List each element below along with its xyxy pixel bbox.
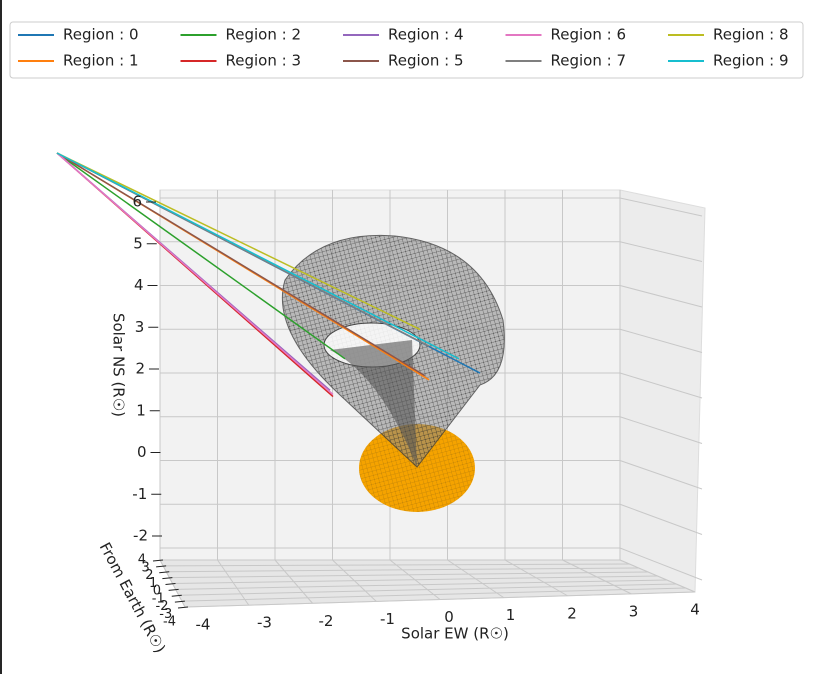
legend-label: Region : 0 <box>63 26 138 44</box>
z-tick-label: 2 <box>135 360 145 378</box>
z-tick-label: 5 <box>133 234 143 252</box>
legend-label: Region : 6 <box>551 26 626 44</box>
x-tick-label: 4 <box>690 601 700 619</box>
legend-label: Region : 8 <box>713 26 788 44</box>
legend-label: Region : 2 <box>226 26 301 44</box>
x-tick-label: 2 <box>567 604 577 622</box>
legend-label: Region : 7 <box>551 52 626 70</box>
x-axis-label: Solar EW (R☉) <box>401 625 509 643</box>
legend-label: Region : 3 <box>226 52 301 70</box>
x-tick-label: 0 <box>444 608 454 626</box>
side-pane <box>620 190 705 592</box>
legend-label: Region : 1 <box>63 52 138 70</box>
x-tick-label: -1 <box>380 610 395 628</box>
z-tick-label: -1 <box>132 485 147 503</box>
z-tick-label: 1 <box>136 401 146 419</box>
z-tick-label: 3 <box>135 318 145 336</box>
x-tick-label: -4 <box>196 616 211 634</box>
x-tick-label: -3 <box>257 614 272 632</box>
legend-label: Region : 5 <box>388 52 463 70</box>
z-tick-label: -2 <box>133 527 148 545</box>
legend-label: Region : 4 <box>388 26 463 44</box>
x-tick-label: 1 <box>506 606 516 624</box>
z-tick-label: 6 <box>132 193 142 211</box>
x-tick-label: 3 <box>629 602 639 620</box>
figure: -4-3-2-101234-2-10123456-4-3-2-101234 Re… <box>0 0 835 674</box>
z-axis-label: Solar NS (R☉) <box>110 313 128 417</box>
legend-label: Region : 9 <box>713 52 788 70</box>
y-tick-label: 4 <box>138 553 146 568</box>
z-tick-label: 0 <box>137 443 147 461</box>
z-tick-label: 4 <box>134 276 144 294</box>
x-tick-label: -2 <box>319 612 334 630</box>
